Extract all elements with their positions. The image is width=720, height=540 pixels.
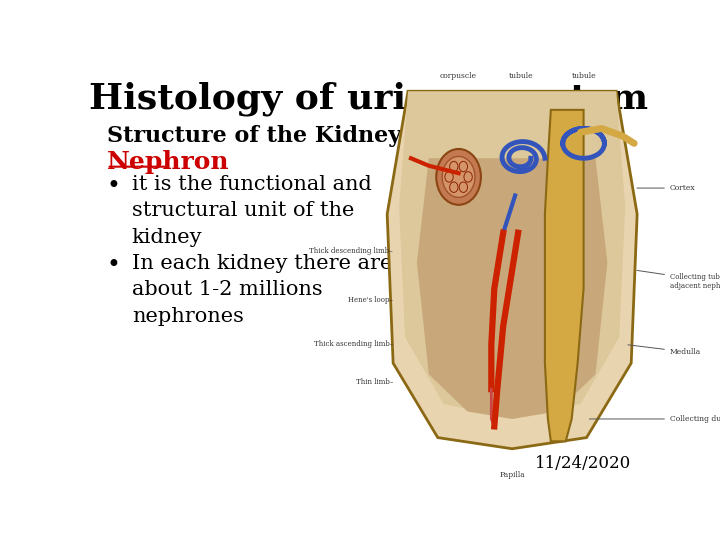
Text: Thick descending limb–: Thick descending limb–	[310, 247, 393, 255]
Text: Hene's loop–: Hene's loop–	[348, 296, 393, 304]
Text: Thick ascending limb–: Thick ascending limb–	[314, 341, 393, 348]
Text: Cortex: Cortex	[637, 184, 696, 192]
Ellipse shape	[436, 149, 481, 205]
Text: Collecting tubule from
adjacent nephron: Collecting tubule from adjacent nephron	[637, 271, 720, 290]
Text: Thin limb–: Thin limb–	[356, 377, 393, 386]
Text: corpuscle: corpuscle	[440, 72, 477, 80]
Polygon shape	[417, 158, 608, 419]
Text: it is the functional and
structural unit of the
kidney: it is the functional and structural unit…	[132, 175, 372, 247]
Polygon shape	[545, 110, 584, 441]
Text: •: •	[107, 254, 121, 277]
Ellipse shape	[442, 157, 475, 198]
Polygon shape	[387, 91, 637, 449]
Text: Nephron: Nephron	[107, 150, 230, 174]
Text: Medulla: Medulla	[628, 345, 701, 356]
Text: In each kidney there are
about 1-2 millions
nephrones: In each kidney there are about 1-2 milli…	[132, 254, 392, 326]
Text: 11/24/2020: 11/24/2020	[535, 455, 631, 472]
Text: Histology of urinary system: Histology of urinary system	[89, 82, 649, 116]
Text: Structure of the Kidney: Structure of the Kidney	[107, 125, 401, 147]
Text: •: •	[107, 175, 121, 198]
Text: Papilla: Papilla	[499, 471, 525, 479]
Text: tubule: tubule	[571, 72, 596, 80]
Text: tubule: tubule	[509, 72, 534, 80]
Text: Collecting duct: Collecting duct	[590, 415, 720, 423]
Polygon shape	[399, 91, 625, 419]
